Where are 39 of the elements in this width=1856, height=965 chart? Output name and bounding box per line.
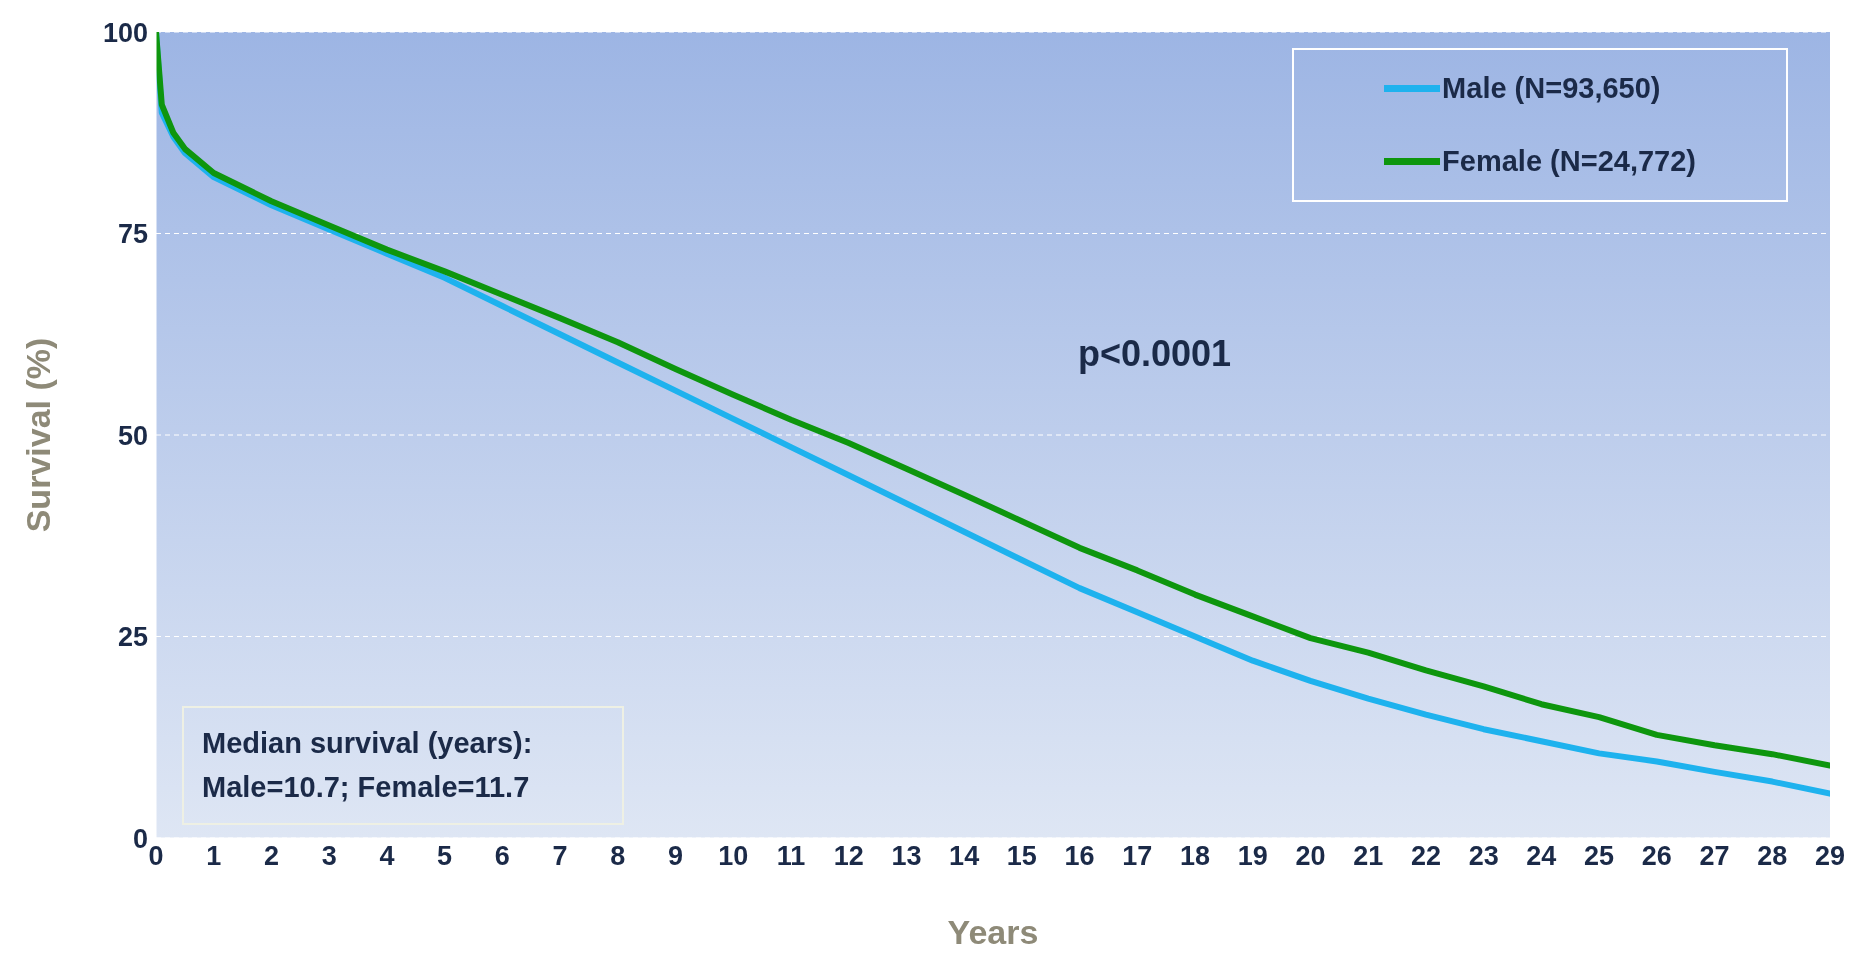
- y-tick-label: 50: [117, 420, 148, 451]
- x-tick-label: 19: [1237, 841, 1268, 872]
- x-tick-label: 28: [1757, 841, 1788, 872]
- legend-label: Male (N=93,650): [1442, 72, 1661, 105]
- x-tick-label: 25: [1584, 841, 1615, 872]
- x-tick-label: 23: [1468, 841, 1499, 872]
- x-tick-label: 17: [1122, 841, 1153, 872]
- x-tick-label: 24: [1526, 841, 1557, 872]
- x-tick-label: 9: [668, 841, 684, 872]
- x-tick-label: 5: [437, 841, 453, 872]
- x-tick-label: 18: [1180, 841, 1211, 872]
- x-tick-label: 3: [321, 841, 337, 872]
- annotation: p<0.0001: [1078, 333, 1232, 375]
- x-tick-label: 22: [1410, 841, 1441, 872]
- annotation: Median survival (years): Male=10.7; Female=11.7: [182, 706, 625, 825]
- x-tick-label: 15: [1006, 841, 1037, 872]
- legend-label: Female (N=24,772): [1442, 145, 1696, 178]
- x-tick-label: 29: [1814, 841, 1846, 872]
- x-tick-label: 2: [263, 841, 279, 872]
- x-tick-label: 11: [776, 841, 806, 872]
- x-tick-label: 27: [1699, 841, 1730, 872]
- x-tick-label: 13: [891, 841, 922, 872]
- x-tick-label: 1: [206, 841, 222, 872]
- y-tick-label: 100: [102, 17, 148, 48]
- x-tick-label: 8: [610, 841, 626, 872]
- x-tick-label: 4: [379, 841, 395, 872]
- x-tick-label: 14: [949, 841, 980, 872]
- y-axis-title: Survival (%): [19, 337, 58, 533]
- x-tick-label: 12: [833, 841, 864, 872]
- x-tick-label: 6: [494, 841, 510, 872]
- x-tick-label: 21: [1353, 841, 1384, 872]
- x-tick-label: 16: [1064, 841, 1095, 872]
- y-tick-label: 25: [117, 622, 148, 653]
- y-tick-label: 75: [117, 219, 148, 250]
- x-tick-label: 26: [1641, 841, 1672, 872]
- x-tick-label: 10: [718, 841, 749, 872]
- x-tick-label: 7: [552, 841, 568, 872]
- x-tick-label: 20: [1295, 841, 1326, 872]
- x-axis-title: Years: [947, 913, 1039, 951]
